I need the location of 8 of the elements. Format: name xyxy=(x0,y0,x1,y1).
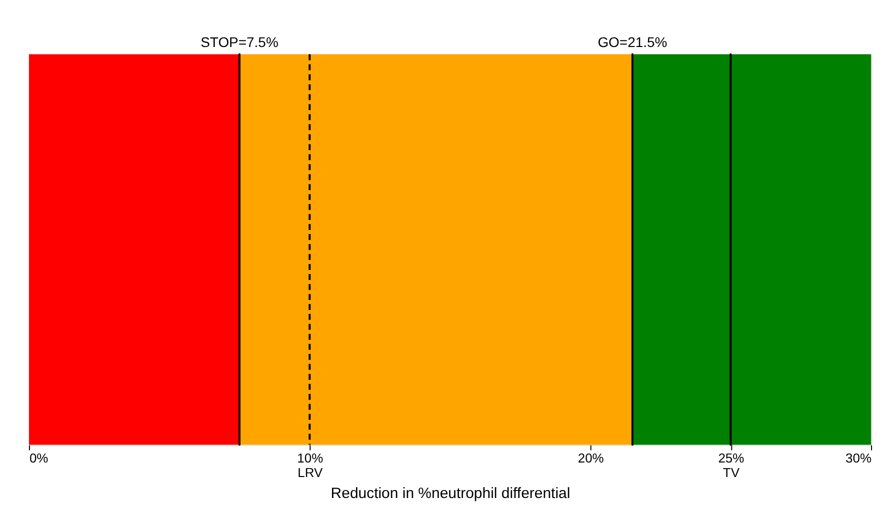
x-tick-label: 25% TV xyxy=(718,450,745,480)
ref-line-label: STOP=7.5% xyxy=(200,34,278,50)
ref-line-label: GO=21.5% xyxy=(598,34,668,50)
x-tick-label: 10% LRV xyxy=(297,450,324,480)
x-axis-title: Reduction in %neutrophil differential xyxy=(330,485,570,502)
x-tick-label: 0% xyxy=(29,450,49,466)
x-tick-label: 30% xyxy=(846,450,872,466)
x-tick-label: 20% xyxy=(578,450,604,466)
